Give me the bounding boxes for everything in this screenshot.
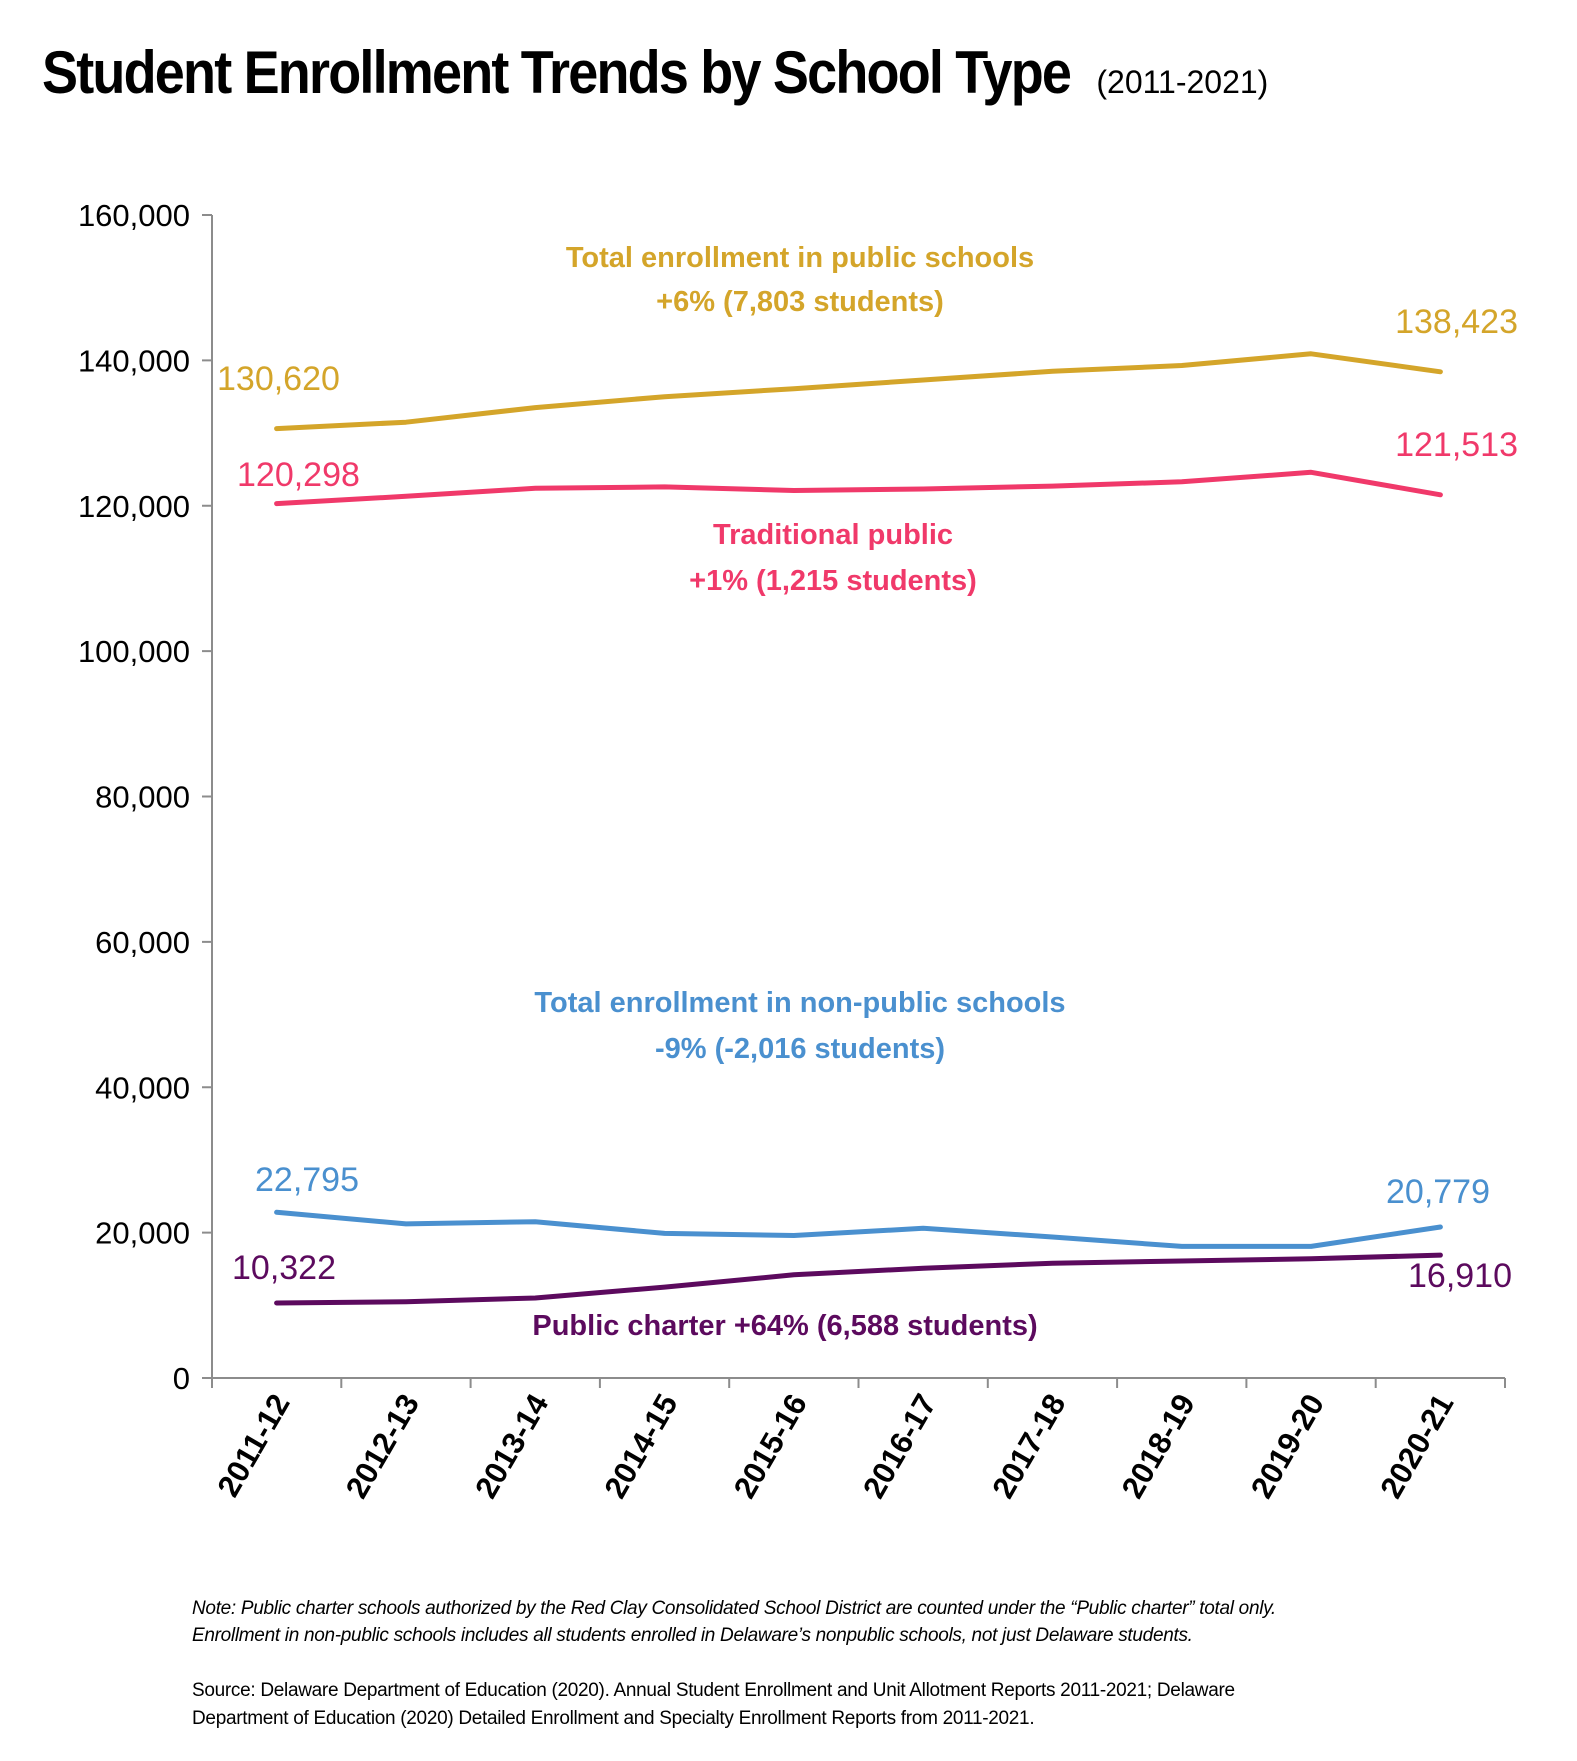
x-tick-label: 2012-13	[339, 1388, 426, 1504]
series-lines	[274, 351, 1443, 1306]
x-tick-label: 2011-12	[210, 1388, 296, 1503]
x-tick-label: 2017-18	[985, 1388, 1072, 1504]
y-tick-label: 20,000	[95, 1216, 190, 1251]
x-tick-label: 2018-19	[1115, 1388, 1202, 1504]
x-tick-label: 2014-15	[597, 1388, 684, 1504]
series-annotation-non_public: -9% (-2,016 students)	[655, 1033, 945, 1065]
series-annotation-public_charter: Public charter +64% (6,588 students)	[532, 1310, 1037, 1342]
end-data-label-non_public: 20,779	[1386, 1173, 1490, 1211]
y-tick-label: 100,000	[78, 634, 190, 669]
end-data-label-public_charter: 16,910	[1408, 1257, 1512, 1295]
x-tick-label: 2019-20	[1244, 1388, 1331, 1504]
y-tick-label: 0	[173, 1361, 190, 1396]
y-tick-label: 60,000	[95, 925, 190, 960]
source-line: Source: Delaware Department of Education…	[192, 1680, 1235, 1701]
start-data-label-traditional_public: 120,298	[237, 456, 360, 494]
y-tick-label: 120,000	[78, 489, 190, 524]
series-annotation-traditional_public: +1% (1,215 students)	[689, 565, 977, 597]
line-chart: 0 20,000 40,000 60,000 80,000 100,000 120,000 1…	[78, 198, 1518, 1504]
start-data-label-non_public: 22,795	[255, 1161, 359, 1199]
x-tick-label: 2015-16	[727, 1388, 814, 1504]
x-tick-label: 2016-17	[856, 1388, 943, 1504]
series-labels: 130,620 138,423 Total enrollment in public…	[217, 242, 1518, 1342]
x-tick-label: 2013-14	[468, 1387, 556, 1504]
series-annotation-non_public: Total enrollment in non-public schools	[534, 987, 1065, 1019]
note-text: Note: Public charter schools authorized …	[192, 1595, 1552, 1649]
series-annotation-total_public: +6% (7,803 students)	[656, 286, 944, 318]
note-line: Note: Public charter schools authorized …	[192, 1598, 1276, 1619]
source-text: Source: Delaware Department of Education…	[192, 1677, 1552, 1733]
x-tick-label: 2020-21	[1373, 1388, 1460, 1504]
series-line-non_public	[274, 1209, 1443, 1249]
start-data-label-total_public: 130,620	[217, 360, 340, 398]
series-annotation-total_public: Total enrollment in public schools	[566, 242, 1034, 274]
chart-title-row: Student Enrollment Trends by School Type…	[42, 38, 1268, 107]
y-tick-label: 140,000	[78, 343, 190, 378]
series-annotation-traditional_public: Traditional public	[713, 519, 953, 551]
series-line-total_public	[274, 351, 1443, 432]
y-tick-label: 40,000	[95, 1070, 190, 1105]
source-line: Department of Education (2020) Detailed …	[192, 1708, 1035, 1729]
chart-subtitle: (2011-2021)	[1096, 64, 1269, 100]
start-data-label-public_charter: 10,322	[232, 1249, 336, 1287]
footnotes: Note: Public charter schools authorized …	[192, 1595, 1552, 1733]
end-data-label-traditional_public: 121,513	[1395, 426, 1518, 464]
chart-title: Student Enrollment Trends by School Type	[42, 39, 1072, 106]
y-tick-label: 80,000	[95, 780, 190, 815]
end-data-label-total_public: 138,423	[1395, 303, 1518, 341]
note-line: Enrollment in non-public schools include…	[192, 1625, 1193, 1646]
series-line-traditional_public	[274, 469, 1443, 507]
series-line-public_charter	[274, 1252, 1443, 1306]
y-tick-label: 160,000	[78, 198, 190, 233]
